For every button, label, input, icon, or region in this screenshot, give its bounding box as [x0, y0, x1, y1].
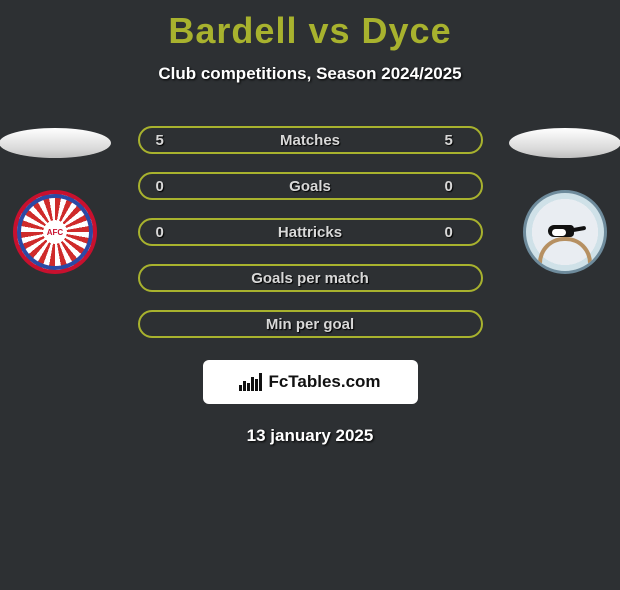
- page-title: Bardell vs Dyce: [0, 10, 620, 52]
- stat-row-hattricks: 0 Hattricks 0: [138, 218, 483, 246]
- stat-label: Hattricks: [176, 224, 445, 241]
- bar-chart-icon: [239, 373, 262, 391]
- bridge-icon: [538, 237, 592, 263]
- magpie-icon: [548, 219, 582, 239]
- stat-label: Goals per match: [156, 270, 465, 287]
- player-silhouette-right: [509, 128, 620, 158]
- stat-row-matches: 5 Matches 5: [138, 126, 483, 154]
- stat-row-min-per-goal: Min per goal: [138, 310, 483, 338]
- stat-left-value: 0: [156, 224, 176, 241]
- title-team-right: Dyce: [362, 10, 452, 51]
- subtitle: Club competitions, Season 2024/2025: [0, 64, 620, 84]
- stat-row-goals: 0 Goals 0: [138, 172, 483, 200]
- stat-right-value: 0: [445, 178, 465, 195]
- stat-label: Min per goal: [156, 316, 465, 333]
- team-left-column: AFC: [0, 128, 115, 274]
- brand-text: FcTables.com: [268, 372, 380, 392]
- stat-right-value: 0: [445, 224, 465, 241]
- stat-right-value: 5: [445, 132, 465, 149]
- title-team-left: Bardell: [168, 10, 297, 51]
- stat-label: Goals: [176, 178, 445, 195]
- brand-badge: FcTables.com: [203, 360, 418, 404]
- team-left-crest: AFC: [13, 190, 97, 274]
- stat-row-goals-per-match: Goals per match: [138, 264, 483, 292]
- team-right-crest: [523, 190, 607, 274]
- stat-left-value: 0: [156, 178, 176, 195]
- team-right-column: [505, 128, 620, 274]
- stat-label: Matches: [176, 132, 445, 149]
- player-silhouette-left: [0, 128, 111, 158]
- date-text: 13 january 2025: [0, 426, 620, 446]
- title-vs: vs: [308, 10, 350, 51]
- stat-left-value: 5: [156, 132, 176, 149]
- crest-left-text: AFC: [17, 194, 93, 270]
